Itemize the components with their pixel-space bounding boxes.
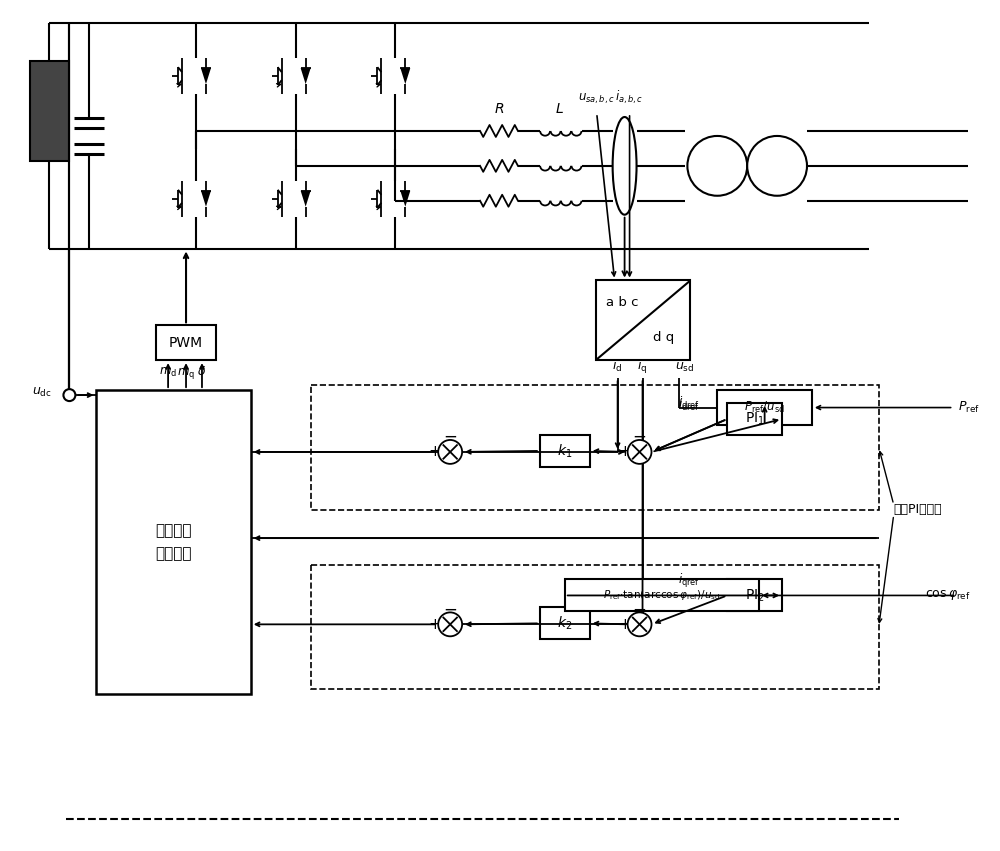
Bar <box>727 580 782 611</box>
Text: a b c: a b c <box>606 296 638 309</box>
Text: 化控制器: 化控制器 <box>155 546 192 562</box>
Bar <box>596 281 690 360</box>
Text: $i_{\rm dref}$: $i_{\rm dref}$ <box>678 395 700 411</box>
Circle shape <box>628 613 652 637</box>
Text: $\cos\varphi_{\rm ref}$: $\cos\varphi_{\rm ref}$ <box>925 588 970 603</box>
Text: $\mathrm{PI}_1$: $\mathrm{PI}_1$ <box>745 411 765 427</box>
Circle shape <box>687 136 747 196</box>
Text: $u_{\rm dc}$: $u_{\rm dc}$ <box>32 386 51 399</box>
Text: L: L <box>556 102 564 116</box>
Text: 级联PI调节器: 级联PI调节器 <box>894 503 942 517</box>
Text: d q: d q <box>653 331 674 345</box>
Text: $i_{\rm d}$: $i_{\rm d}$ <box>612 358 623 374</box>
Text: −: − <box>633 601 646 619</box>
Ellipse shape <box>613 117 637 214</box>
Text: +: + <box>618 444 631 460</box>
Polygon shape <box>400 191 410 207</box>
Circle shape <box>628 440 652 464</box>
Bar <box>311 564 879 689</box>
Circle shape <box>63 389 75 401</box>
Text: $P_{\rm ref}/u_{\rm sd}$: $P_{\rm ref}/u_{\rm sd}$ <box>744 400 785 415</box>
Text: $u_{sa,b,c}$: $u_{sa,b,c}$ <box>578 92 615 106</box>
Text: $m_{\rm q}$: $m_{\rm q}$ <box>177 366 195 381</box>
Polygon shape <box>201 191 211 207</box>
Bar <box>727 403 782 435</box>
Bar <box>565 580 759 611</box>
Bar <box>96 390 251 694</box>
Text: $\delta$: $\delta$ <box>197 365 207 378</box>
Text: −: − <box>633 428 646 446</box>
Polygon shape <box>201 68 211 84</box>
Polygon shape <box>400 68 410 84</box>
Text: 反馈线性: 反馈线性 <box>155 523 192 538</box>
Bar <box>540 435 590 467</box>
Text: $i_{\rm q}$: $i_{\rm q}$ <box>637 358 648 376</box>
Bar <box>311 386 879 510</box>
Circle shape <box>438 613 462 637</box>
Text: $k_2$: $k_2$ <box>557 614 572 632</box>
Text: $i_{a,b,c}$: $i_{a,b,c}$ <box>615 89 644 106</box>
Text: −: − <box>443 601 457 619</box>
Text: $i_{\rm dref}$: $i_{\rm dref}$ <box>678 397 700 413</box>
Circle shape <box>438 440 462 464</box>
Polygon shape <box>301 191 311 207</box>
Text: +: + <box>429 444 442 460</box>
Text: +: + <box>429 617 442 631</box>
Circle shape <box>747 136 807 196</box>
Bar <box>30 61 69 161</box>
Bar <box>156 325 216 360</box>
Text: $\mathrm{PI}_2$: $\mathrm{PI}_2$ <box>745 587 765 603</box>
Text: $u_{\rm sd}$: $u_{\rm sd}$ <box>675 361 694 374</box>
Text: $P_{\rm ref}{\cdot}\tan(\arccos\varphi_{\rm ref})/u_{\rm sd}$: $P_{\rm ref}{\cdot}\tan(\arccos\varphi_{… <box>603 588 721 603</box>
Text: R: R <box>494 102 504 116</box>
Bar <box>540 608 590 639</box>
Text: $k_1$: $k_1$ <box>557 443 572 460</box>
Bar <box>717 390 812 425</box>
Polygon shape <box>301 68 311 84</box>
Text: $m_{\rm d}$: $m_{\rm d}$ <box>159 366 177 380</box>
Text: $i_{\rm qref}$: $i_{\rm qref}$ <box>678 572 700 590</box>
Text: PWM: PWM <box>169 336 203 350</box>
Text: −: − <box>443 428 457 446</box>
Text: $P_{\rm ref}$: $P_{\rm ref}$ <box>958 400 979 415</box>
Text: +: + <box>618 617 631 631</box>
